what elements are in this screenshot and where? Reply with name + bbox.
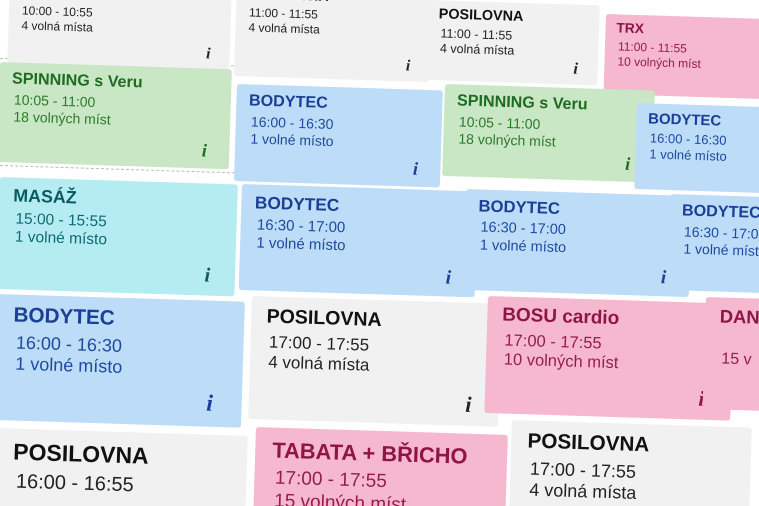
class-spots: 1 volné místo [14, 353, 123, 378]
class-title: POSILOVNA [266, 304, 383, 331]
class-card[interactable]: SPINNING s Veru 10:05 - 11:00 18 volných m… [0, 62, 232, 170]
class-card[interactable]: MASÁŽ 15:00 - 15:55 1 volné místo i [0, 177, 238, 297]
class-card[interactable]: BODYTEC 16:30 - 17:00 1 volné místo i [238, 184, 478, 298]
class-card[interactable]: BODYTEC 16:00 - 16:30 1 volné místo i [233, 84, 443, 188]
class-spots: 10 volných míst [617, 53, 702, 71]
class-spots: 1 volné místo [479, 237, 567, 257]
info-button[interactable]: i [464, 391, 472, 417]
class-spots: 1 volné místo [250, 130, 334, 150]
class-time: 16:00 - 16:30 [250, 113, 334, 133]
class-title: MASÁŽ [13, 185, 77, 208]
class-spots: 4 volná místa [439, 41, 515, 58]
class-card[interactable]: BODYTEC 16:30 - 17:00 1 volné místo [666, 194, 759, 293]
class-title: POSILOVNA [12, 438, 150, 469]
class-title: POSILOVNA [247, 0, 329, 4]
class-spots: 4 volná místa [267, 352, 370, 375]
class-time: 17:00 - 17:55 [274, 467, 388, 493]
class-time: 16:30 - 17:00 [683, 223, 759, 243]
info-button[interactable]: i [412, 158, 419, 179]
class-time: 16:00 - 16:55 [15, 470, 135, 497]
class-title: BODYTEC [681, 201, 759, 222]
class-title: TABATA + BŘICHO [272, 437, 468, 469]
class-title: TRX [616, 20, 645, 37]
class-card[interactable]: BODYTEC 16:30 - 17:00 1 volné místo i [462, 189, 692, 298]
class-card[interactable]: BODYTEC 16:00 - 16:30 1 volné místo [634, 103, 759, 193]
class-title: BOSU cardio [501, 304, 620, 330]
class-spots: 18 volných míst [13, 108, 111, 128]
class-spots: 4 volná místa [248, 19, 321, 37]
class-time: 16:30 - 17:00 [256, 215, 346, 236]
class-time: 15:00 - 15:55 [15, 210, 108, 230]
class-card[interactable]: SPINNING s Veru 10:05 - 11:00 18 volných m… [442, 84, 655, 183]
class-card[interactable]: 10:00 - 10:55 4 volná místa i [7, 0, 232, 70]
class-time: 16:00 - 16:30 [15, 332, 123, 356]
class-card[interactable]: BOSU cardio 17:00 - 17:55 10 volných míst i [484, 296, 734, 421]
class-card[interactable]: DAN 15 v [702, 297, 759, 411]
info-button[interactable]: i [205, 45, 211, 63]
class-time: 16:30 - 17:00 [480, 219, 567, 239]
class-spots: 18 volných míst [458, 130, 556, 150]
class-time: 17:00 - 17:55 [504, 331, 602, 353]
class-title: BODYTEC [13, 303, 116, 330]
class-time: 17:00 - 17:55 [529, 458, 637, 482]
class-time: 10:05 - 11:00 [458, 113, 541, 133]
info-button[interactable]: i [573, 59, 579, 78]
class-title: POSILOVNA [438, 6, 524, 26]
info-button[interactable]: i [204, 264, 211, 287]
class-spots: 15 v [721, 350, 752, 369]
class-card[interactable]: POSILOVNA 17:00 - 17:55 4 volná místa i [248, 296, 502, 427]
info-button[interactable]: i [405, 57, 411, 75]
class-time: 10:05 - 11:00 [13, 91, 96, 111]
class-spots: 15 volných míst [273, 490, 407, 506]
class-title: BODYTEC [647, 109, 722, 130]
class-card[interactable]: TABATA + BŘICHO 17:00 - 17:55 15 volných m… [253, 427, 508, 506]
class-title: BODYTEC [248, 91, 329, 112]
info-button[interactable]: i [660, 266, 667, 289]
class-title: POSILOVNA [527, 429, 650, 457]
class-spots: 1 volné místo [683, 240, 759, 260]
class-spots: 1 volné místo [649, 146, 727, 164]
class-card[interactable]: POSILOVNA 16:00 - 16:55 [0, 428, 248, 506]
class-card[interactable]: POSILOVNA 17:00 - 17:55 4 volná místa [509, 420, 752, 506]
class-title: SPINNING s Veru [11, 69, 143, 92]
class-time: 17:00 - 17:55 [268, 332, 370, 355]
class-title: BODYTEC [254, 191, 340, 215]
class-card[interactable]: TRX 11:00 - 11:55 10 volných míst [603, 14, 759, 99]
class-spots: 10 volných míst [503, 350, 619, 373]
info-button[interactable]: i [201, 140, 208, 161]
info-button[interactable]: i [445, 266, 452, 289]
class-spots: 4 volná místa [528, 479, 637, 504]
class-title: BODYTEC [478, 196, 561, 219]
class-spots: 1 volné místo [14, 228, 108, 249]
class-time: 16:00 - 16:30 [649, 130, 727, 149]
class-spots: 1 volné místo [256, 233, 346, 254]
class-spots: 4 volná místa [21, 17, 94, 35]
info-button[interactable]: i [205, 390, 214, 417]
class-title: DAN [719, 305, 759, 328]
class-time: 11:00 - 11:55 [440, 26, 513, 43]
class-card[interactable]: BODYTEC 16:00 - 16:30 1 volné místo i [0, 294, 245, 428]
class-title: SPINNING s Veru [456, 91, 588, 114]
info-button[interactable]: i [624, 153, 631, 174]
